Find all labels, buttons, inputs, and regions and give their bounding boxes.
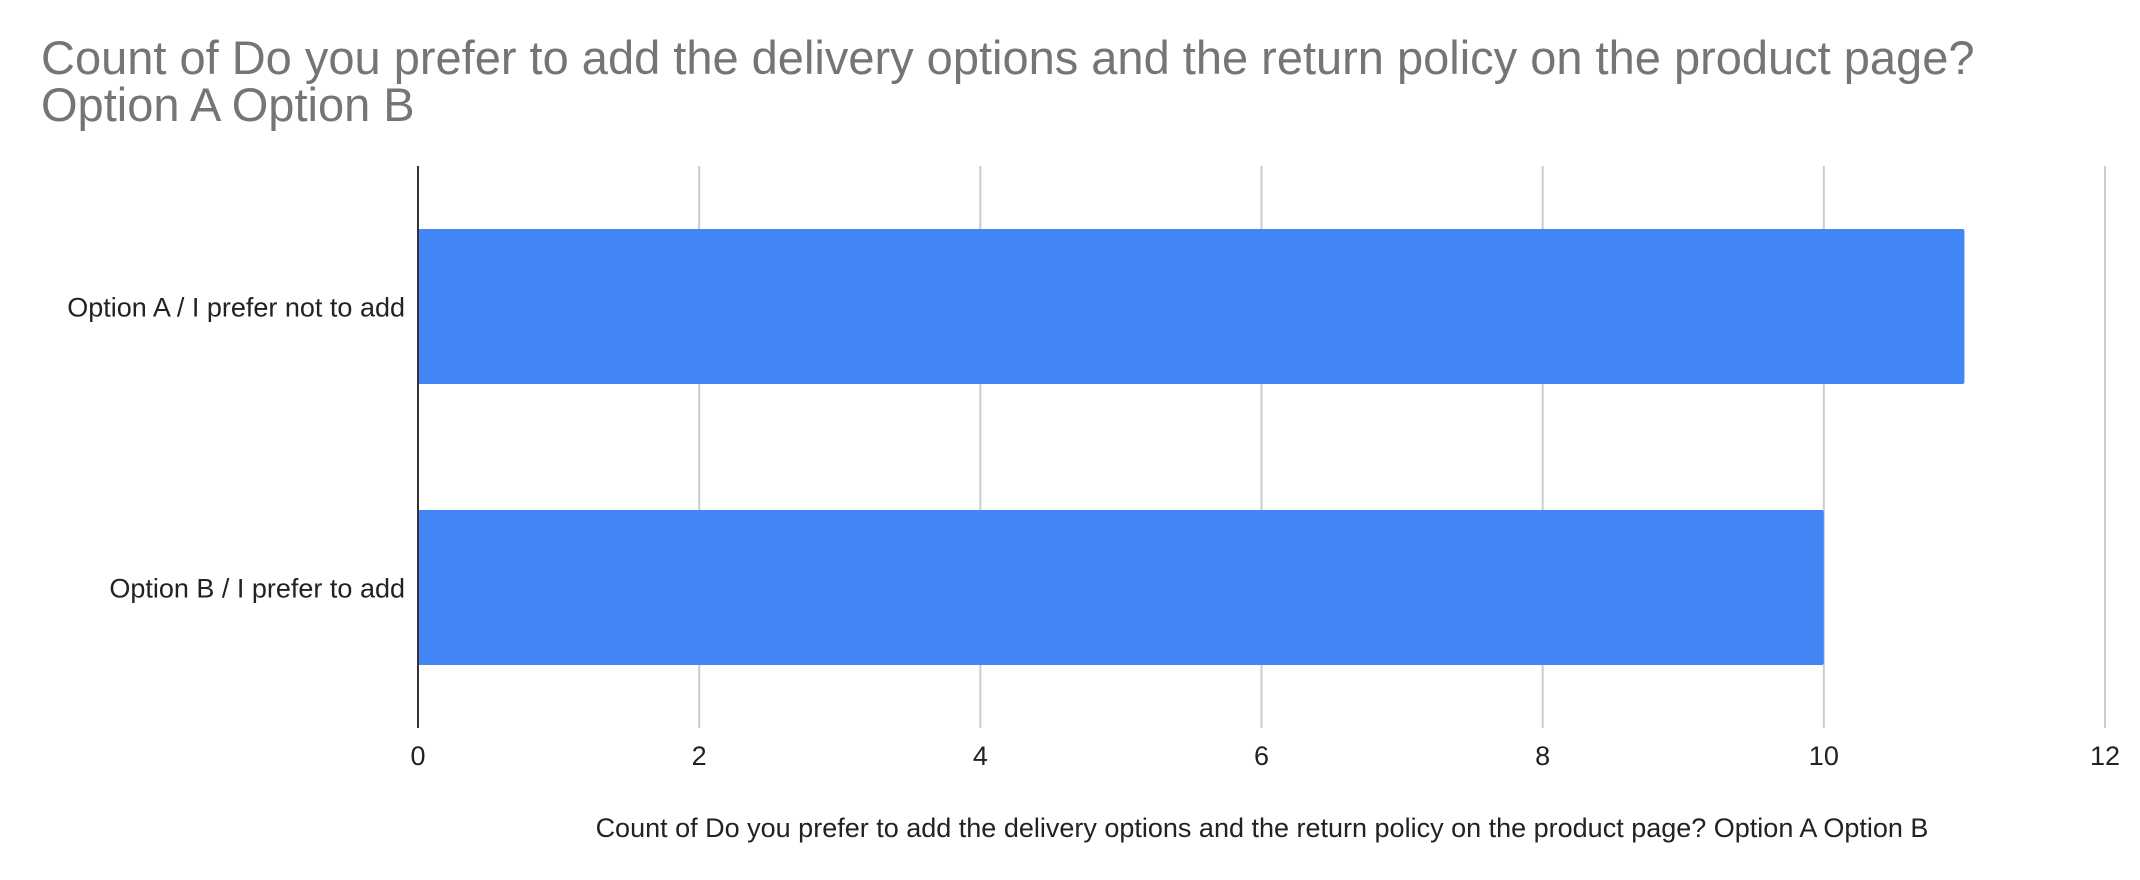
x-axis-title: Count of Do you prefer to add the delive… bbox=[596, 813, 1929, 843]
bar bbox=[418, 510, 1824, 665]
x-tick-label: 4 bbox=[973, 741, 988, 771]
x-tick-label: 10 bbox=[1809, 741, 1839, 771]
category-label: Option B / I prefer to add bbox=[109, 574, 405, 604]
x-tick-label: 8 bbox=[1535, 741, 1550, 771]
chart-title: Count of Do you prefer to add the delive… bbox=[41, 31, 1975, 131]
x-tick-label: 12 bbox=[2090, 741, 2120, 771]
category-label: Option A / I prefer not to add bbox=[67, 293, 405, 323]
x-tick-label: 0 bbox=[410, 741, 425, 771]
x-tick-label: 6 bbox=[1254, 741, 1269, 771]
bars bbox=[418, 229, 1965, 665]
x-tick-label: 2 bbox=[692, 741, 707, 771]
x-tick-labels: 0 2 4 6 8 10 12 bbox=[410, 741, 2120, 771]
category-labels: Option A / I prefer not to add Option B /… bbox=[67, 293, 405, 604]
bar bbox=[418, 229, 1965, 384]
